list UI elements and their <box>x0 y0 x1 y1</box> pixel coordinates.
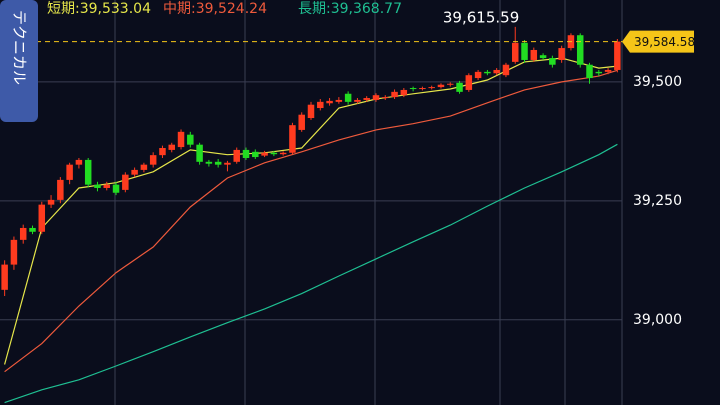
legend-separator: : <box>191 1 196 17</box>
candle-body <box>344 93 352 102</box>
candle-body <box>261 152 268 156</box>
candle-body <box>289 125 296 153</box>
candle-body <box>549 58 556 65</box>
candle-body <box>326 100 333 104</box>
candle-body <box>122 174 129 190</box>
candle-body <box>140 164 148 170</box>
candle-body <box>493 69 500 74</box>
candle-body <box>168 144 175 150</box>
candle-body <box>94 184 101 188</box>
candle-body <box>502 64 510 76</box>
candle-body <box>595 71 603 74</box>
y-tick-label: 39,250 <box>633 193 682 209</box>
candle-body <box>474 71 482 79</box>
current-price-box <box>622 30 694 53</box>
candle-body <box>437 84 445 88</box>
candle-body <box>400 89 408 96</box>
legend-value: 39,524.24 <box>196 1 267 17</box>
legend-value: 39,368.77 <box>331 1 402 17</box>
candle-body <box>224 162 231 165</box>
legend-entry: 中期:39,524.24 <box>163 1 267 17</box>
candle-body <box>279 152 287 155</box>
current-price-label: 39,584.58 <box>634 35 695 49</box>
candle-body <box>131 169 138 175</box>
candle-body <box>205 161 213 164</box>
candle-body <box>539 55 547 59</box>
candle-body <box>66 164 73 180</box>
high-label: 39,615.59 <box>443 8 519 26</box>
candle-body <box>558 48 565 60</box>
candle-body <box>196 144 203 162</box>
side-tab[interactable]: テクニカル <box>0 0 38 122</box>
grid-layer: 39,500 39,250 39,000 <box>0 74 682 328</box>
candle-body <box>187 134 194 145</box>
candle-body <box>576 35 584 65</box>
candle-body <box>19 227 27 240</box>
candle-body <box>307 104 315 119</box>
candle-body <box>214 161 222 165</box>
ma-line <box>4 69 618 373</box>
candle-body <box>456 82 463 92</box>
ma-line <box>4 143 618 404</box>
candle-body <box>47 199 55 205</box>
legend-entry: 短期:39,533.04 <box>47 1 151 17</box>
candle-body <box>484 71 491 74</box>
candle-body <box>270 152 278 155</box>
candle-body <box>252 151 259 158</box>
candle-body <box>354 99 361 102</box>
candle-body <box>103 184 111 188</box>
candle-body <box>419 88 426 90</box>
side-tab-bg[interactable] <box>0 0 38 122</box>
candle-body <box>177 131 185 148</box>
legend-name: 長期 <box>298 1 326 17</box>
legend-separator: : <box>75 1 80 17</box>
candle-body <box>530 49 538 60</box>
candle-body <box>335 99 343 102</box>
candle-layer <box>1 26 621 297</box>
candle-body <box>298 114 305 130</box>
candle-body <box>521 42 528 60</box>
overlay-layer: 39,584.58 39,615.59 <box>0 8 695 53</box>
candle-body <box>465 75 473 90</box>
candle-body <box>1 264 8 290</box>
legend-name: 中期 <box>163 1 191 17</box>
candle-body <box>38 204 46 232</box>
candle-body <box>447 83 454 85</box>
candle-body <box>586 64 593 79</box>
legend-separator: : <box>326 1 331 17</box>
candle-body <box>84 159 92 185</box>
side-tab-label[interactable]: テクニカル <box>11 10 29 85</box>
candle-body <box>242 149 250 159</box>
candle-body <box>391 91 398 98</box>
y-tick-label: 39,500 <box>633 74 682 90</box>
candle-body <box>409 88 417 90</box>
candle-body <box>149 155 157 165</box>
ma-layer <box>4 57 618 404</box>
candle-body <box>75 159 83 165</box>
candle-body <box>57 179 64 200</box>
candle-body <box>159 148 166 156</box>
legend-value: 39,533.04 <box>80 1 151 17</box>
ma-line <box>4 57 618 365</box>
candle-body <box>29 227 36 232</box>
candle-body <box>363 98 370 100</box>
y-tick-label: 39,000 <box>633 312 682 328</box>
candle-body <box>428 87 435 89</box>
candle-body <box>317 101 324 109</box>
candle-body <box>614 41 621 70</box>
candle-body <box>372 95 380 100</box>
candle-body <box>112 184 120 193</box>
vertical-grid <box>114 0 566 405</box>
legend-name: 短期 <box>47 1 75 17</box>
candle-body <box>233 149 240 162</box>
legend-entry: 長期:39,368.77 <box>298 1 402 17</box>
legend: 短期:39,533.04 中期:39,524.24 長期:39,368.77 <box>47 1 402 17</box>
candle-body <box>511 42 519 62</box>
candle-body <box>382 97 389 99</box>
candle-body <box>604 69 612 72</box>
candle-body <box>10 239 18 265</box>
